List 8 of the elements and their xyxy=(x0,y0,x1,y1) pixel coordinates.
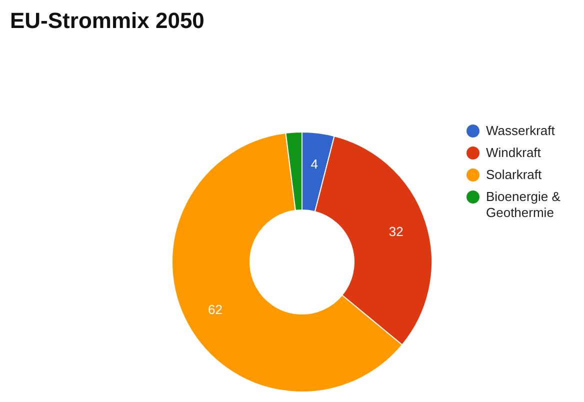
legend-label: Wasserkraft xyxy=(486,123,555,139)
legend-label: Windkraft xyxy=(486,145,541,161)
legend-label: Bioenergie & Geothermie xyxy=(486,189,562,221)
data-label: 4 xyxy=(310,156,318,172)
legend-label: Solarkraft xyxy=(486,167,542,183)
data-label: 32 xyxy=(388,224,404,239)
chart-title: EU-Strommix 2050 xyxy=(10,8,204,34)
data-label: 62 xyxy=(208,302,222,318)
